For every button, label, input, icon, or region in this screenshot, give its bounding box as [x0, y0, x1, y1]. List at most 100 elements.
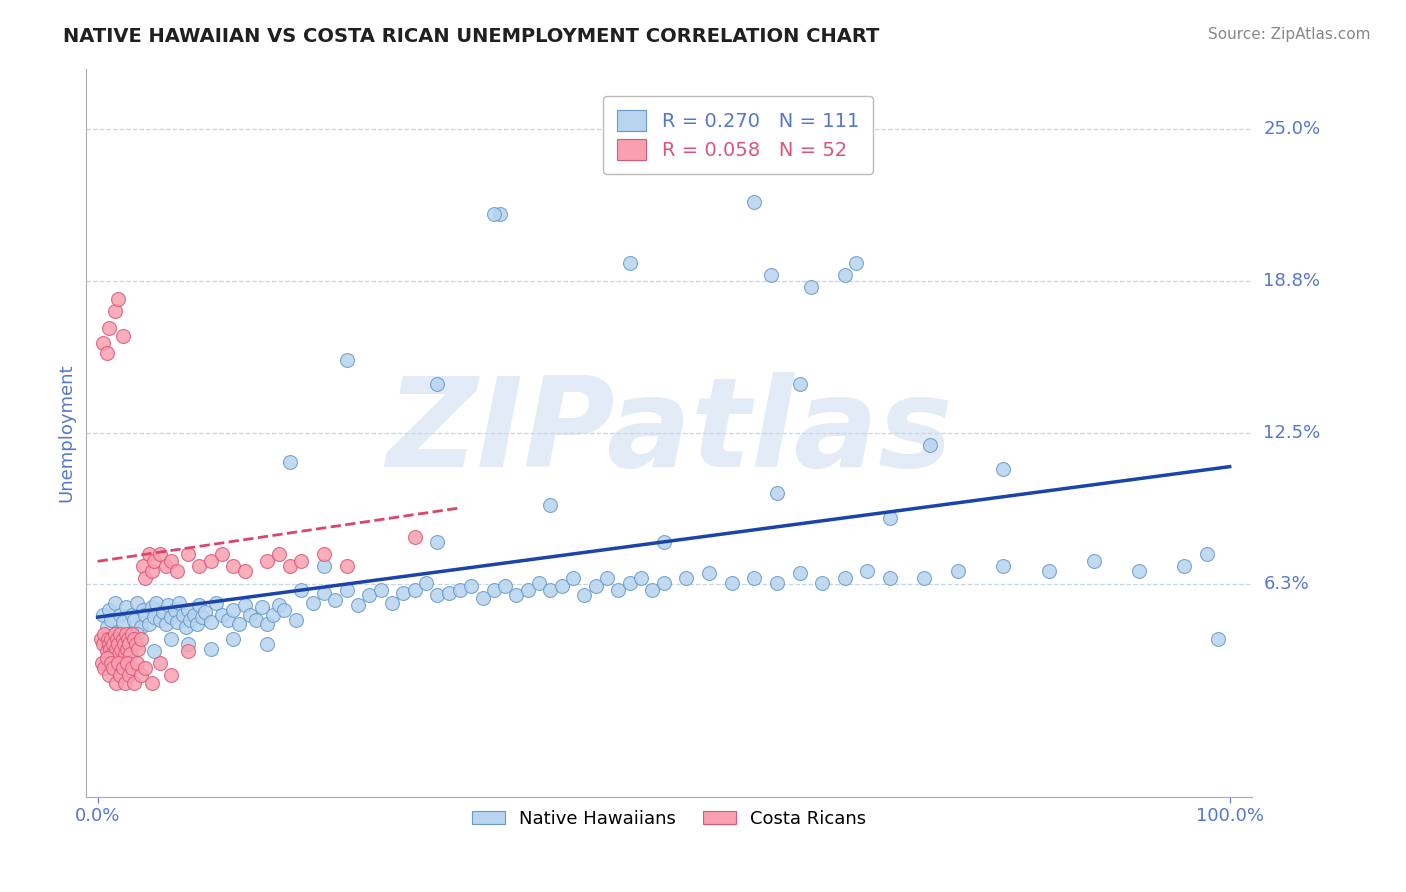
Point [143, 554, 166, 568]
Point [284, 613, 307, 627]
Point [233, 564, 256, 578]
Point [505, 588, 527, 602]
Point [110, 627, 132, 641]
Point [166, 615, 188, 629]
Point [97, 637, 120, 651]
Point [834, 268, 856, 282]
Point [121, 607, 143, 622]
Point [256, 617, 278, 632]
Point [177, 547, 200, 561]
Point [115, 627, 138, 641]
Point [200, 641, 222, 656]
Point [141, 675, 163, 690]
Point [112, 637, 135, 651]
Point [1208, 632, 1230, 646]
Point [93, 661, 115, 675]
Point [262, 607, 284, 622]
Point [97, 321, 120, 335]
Point [278, 559, 301, 574]
Point [104, 304, 127, 318]
Point [114, 675, 136, 690]
Point [129, 620, 152, 634]
Point [742, 194, 765, 209]
Text: 18.8%: 18.8% [1264, 272, 1320, 290]
Point [129, 632, 152, 646]
Point [143, 610, 166, 624]
Point [233, 598, 256, 612]
Point [879, 510, 901, 524]
Point [167, 596, 190, 610]
Point [312, 586, 335, 600]
Point [325, 593, 347, 607]
Point [127, 657, 149, 671]
Point [585, 578, 607, 592]
Point [138, 547, 160, 561]
Point [761, 268, 783, 282]
Point [191, 610, 214, 624]
Text: 12.5%: 12.5% [1264, 424, 1320, 442]
Point [811, 576, 834, 591]
Point [149, 547, 172, 561]
Point [107, 292, 129, 306]
Point [211, 547, 233, 561]
Point [415, 576, 437, 591]
Point [652, 535, 675, 549]
Legend: Native Hawaiians, Costa Ricans: Native Hawaiians, Costa Ricans [465, 803, 873, 835]
Point [103, 637, 125, 651]
Point [437, 586, 460, 600]
Point [108, 647, 131, 661]
Point [120, 647, 142, 661]
Point [574, 588, 596, 602]
Point [107, 637, 129, 651]
Point [205, 596, 228, 610]
Point [149, 657, 172, 671]
Text: Source: ZipAtlas.com: Source: ZipAtlas.com [1208, 27, 1371, 42]
Point [392, 586, 415, 600]
Point [134, 571, 156, 585]
Point [222, 632, 245, 646]
Point [110, 641, 132, 656]
Point [516, 583, 538, 598]
Point [912, 571, 935, 585]
Point [856, 564, 879, 578]
Point [97, 603, 120, 617]
Point [111, 328, 134, 343]
Point [91, 637, 114, 651]
Point [90, 632, 112, 646]
Point [127, 596, 149, 610]
Point [993, 559, 1015, 574]
Point [641, 583, 664, 598]
Point [96, 345, 118, 359]
Point [100, 657, 122, 671]
Point [347, 598, 370, 612]
Point [426, 377, 449, 392]
Point [482, 583, 505, 598]
Point [160, 632, 183, 646]
Point [104, 632, 127, 646]
Point [538, 583, 561, 598]
Point [290, 583, 312, 598]
Point [336, 352, 359, 367]
Point [675, 571, 697, 585]
Point [96, 620, 118, 634]
Y-axis label: Unemployment: Unemployment [58, 363, 75, 502]
Point [1173, 559, 1195, 574]
Point [766, 486, 789, 500]
Point [107, 624, 129, 639]
Point [141, 564, 163, 578]
Point [449, 583, 471, 598]
Point [127, 641, 149, 656]
Point [993, 462, 1015, 476]
Point [918, 438, 941, 452]
Point [129, 668, 152, 682]
Text: ZIPatlas: ZIPatlas [387, 372, 953, 493]
Point [188, 559, 211, 574]
Point [160, 668, 183, 682]
Point [789, 377, 811, 392]
Point [488, 207, 510, 221]
Point [1128, 564, 1150, 578]
Point [1197, 547, 1219, 561]
Point [107, 657, 129, 671]
Point [290, 554, 312, 568]
Point [141, 600, 163, 615]
